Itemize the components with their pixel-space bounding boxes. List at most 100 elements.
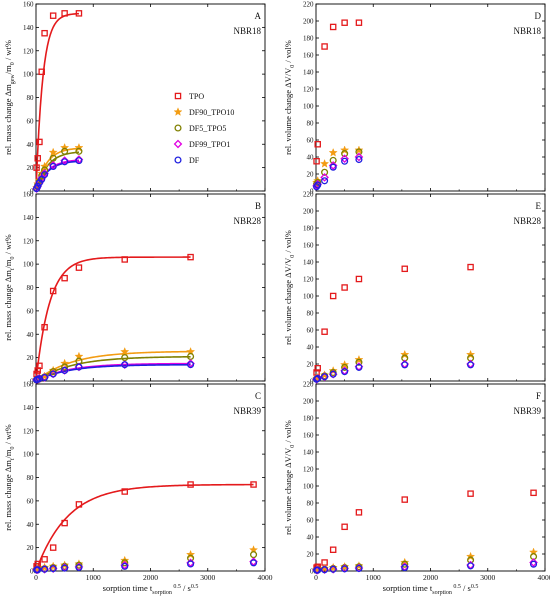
data-point-tpo [341, 19, 348, 26]
data-point-df99_tpo1 [354, 152, 364, 162]
legend-marker-df99_tpo1 [173, 139, 183, 149]
data-point-df [49, 565, 57, 573]
x-tick-label: 3000 [480, 573, 495, 582]
data-point-df [321, 566, 329, 574]
x-tick-label: 4000 [538, 573, 550, 582]
data-point-df90_tpo10 [340, 145, 350, 155]
data-point-df [341, 565, 349, 573]
legend-marker-df5_tpo5 [174, 124, 182, 132]
data-point-df90_tpo10 [40, 562, 50, 572]
x-tick-label: 0 [34, 573, 38, 582]
data-point-df90_tpo10 [320, 370, 330, 379]
legend-entry: DF [189, 156, 200, 165]
y-axis-label: rel. mass change Δmt/m0 / wt% [3, 424, 16, 530]
data-point-tpo [49, 12, 57, 19]
data-point-df5_tpo5 [341, 363, 349, 371]
y-tick-label: 180 [303, 225, 314, 233]
data-point-df90_tpo10 [60, 143, 70, 152]
y-tick-label: 20 [307, 171, 315, 179]
x-axis-labels: sorption time tsorption 0.5 / s0.5 sorpti… [103, 583, 479, 596]
data-point-df90_tpo10 [320, 563, 330, 573]
data-point-df90_tpo10 [400, 349, 410, 359]
data-point-df99_tpo1 [320, 173, 329, 182]
data-point-tpo [33, 164, 40, 171]
y-tick-label: 20 [27, 544, 35, 552]
data-point-tpo [329, 292, 337, 300]
data-point-df [314, 181, 322, 189]
data-point-df5_tpo5 [41, 166, 49, 174]
data-point-df [121, 361, 129, 369]
legend-entry: DF5_TPO5 [189, 124, 226, 133]
y-tick-label: 60 [27, 117, 35, 125]
legend-entry: TPO [189, 92, 204, 101]
data-point-tpo [49, 544, 57, 551]
y-tick-label: 0 [30, 188, 34, 196]
data-point-tpo [355, 19, 363, 26]
data-point-df [41, 565, 49, 573]
data-point-tpo [36, 362, 43, 370]
legend-entry: DF99_TPO1 [189, 140, 230, 149]
data-point-df90_tpo10 [40, 161, 50, 171]
y-tick-label: 0 [30, 568, 34, 576]
y-tick-label: 140 [23, 24, 34, 32]
data-point-df [341, 157, 349, 165]
sample-label: NBR39 [513, 406, 541, 416]
legend-entry: DF90_TPO10 [189, 108, 234, 117]
y-tick-label: 120 [303, 276, 314, 284]
data-point-df99_tpo1 [328, 161, 338, 170]
y-axis-label: rel. mass change Δmgew/m0 / wt% [3, 40, 16, 155]
data-point-tpo [61, 274, 68, 282]
y-tick-label: 80 [307, 500, 315, 508]
data-point-tpo [75, 10, 83, 17]
data-point-df90_tpo10 [74, 143, 84, 152]
y-tick-label: 140 [303, 259, 314, 267]
data-point-df [61, 366, 69, 375]
y-tick-label: 100 [23, 261, 34, 269]
data-point-df [467, 562, 475, 570]
data-point-df90_tpo10 [320, 159, 330, 168]
data-point-df90_tpo10 [328, 147, 338, 157]
panel-letter: E [536, 201, 542, 211]
data-point-tpo [314, 364, 321, 372]
y-tick-label: 60 [307, 327, 315, 335]
data-point-df [355, 156, 363, 164]
y-tick-label: 80 [27, 474, 35, 482]
y-tick-label: 0 [310, 188, 314, 196]
panel-C: 0 1000 2000 3000 4000 0 20 40 60 80 100 120 140 160 re… [3, 381, 273, 582]
data-point-tpo [121, 256, 128, 263]
legend-marker-df [174, 156, 182, 164]
data-point-tpo [38, 68, 45, 76]
data-point-df [75, 157, 83, 165]
y-tick-label: 20 [307, 361, 315, 369]
y-tick-label: 0 [310, 568, 314, 576]
data-point-df [187, 361, 195, 369]
data-point-df [250, 559, 258, 567]
data-point-df [401, 361, 409, 369]
y-tick-label: 40 [27, 141, 35, 149]
x-tick-label: 1000 [366, 573, 381, 582]
x-tick-label: 0 [314, 573, 318, 582]
y-tick-label: 120 [23, 427, 34, 435]
plot-frame [315, 193, 546, 382]
data-point-df90_tpo10 [48, 147, 58, 157]
data-point-df [75, 363, 83, 371]
fit-line-df90_tpo10 [35, 147, 79, 192]
y-tick-label: 40 [27, 521, 35, 529]
data-point-df [41, 373, 49, 382]
data-point-df [61, 564, 69, 572]
y-tick-label: 140 [23, 404, 34, 412]
data-point-df [61, 158, 69, 166]
data-point-df [121, 562, 129, 570]
data-point-tpo [355, 509, 363, 516]
panel-letter: A [255, 11, 262, 21]
y-axis-label: rel. volume change ΔV/V0 / vol% [283, 230, 296, 345]
data-point-tpo [355, 275, 363, 283]
data-point-df90_tpo10 [186, 549, 196, 559]
x-axis-label: sorption time tsorption 0.5 / s0.5 [103, 583, 199, 596]
data-point-df5_tpo5 [75, 561, 83, 569]
y-tick-label: 200 [303, 18, 314, 26]
plot-frame [315, 383, 546, 572]
data-point-df [41, 171, 49, 179]
y-tick-label: 60 [307, 137, 315, 145]
